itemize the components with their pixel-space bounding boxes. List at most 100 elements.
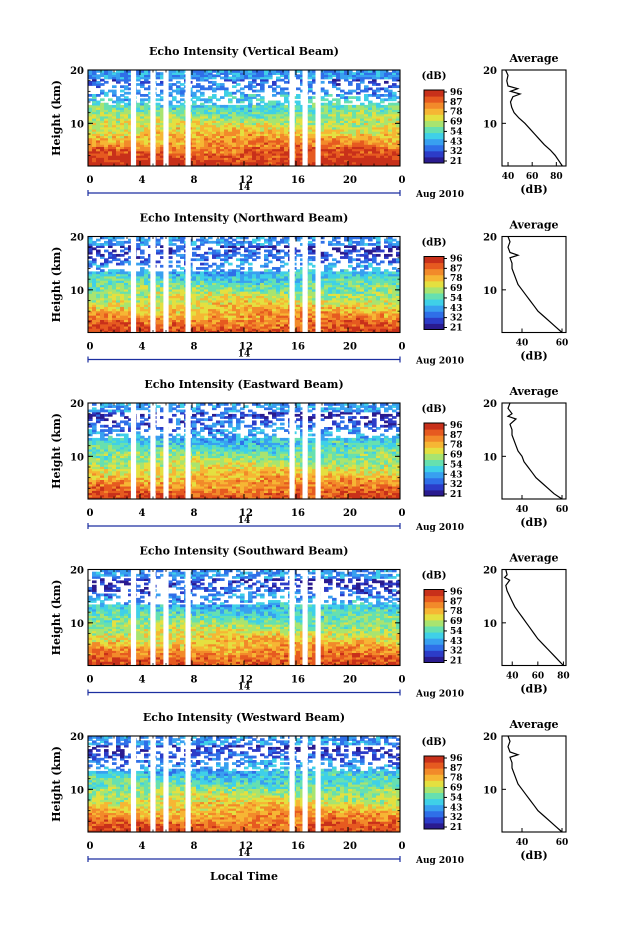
heatmap-cell <box>324 120 329 123</box>
colorbar-swatch <box>424 156 444 164</box>
heatmap-cell <box>160 122 165 126</box>
heatmap-cell <box>256 122 261 126</box>
heatmap-cell <box>256 297 261 301</box>
heatmap-cell <box>232 111 237 115</box>
heatmap-cell <box>116 144 121 147</box>
heatmap-cell <box>324 280 329 283</box>
heatmap-cell <box>376 120 381 123</box>
heatmap-cell <box>376 126 381 130</box>
heatmap-cell <box>200 126 205 130</box>
heatmap-cell <box>268 128 273 132</box>
heatmap-cell <box>380 124 385 128</box>
heatmap-cell <box>332 308 337 312</box>
heatmap-cell <box>252 277 257 281</box>
heatmap-cell <box>368 104 373 108</box>
heatmap-cell <box>380 148 385 152</box>
heatmap-cell <box>180 163 185 166</box>
heatmap-cell <box>220 133 225 137</box>
heatmap-cell <box>352 144 357 147</box>
heatmap-cell <box>372 94 377 97</box>
heatmap-cell <box>128 131 133 134</box>
heatmap-cell <box>324 139 329 143</box>
heatmap-cell <box>392 288 397 292</box>
heatmap-cell <box>216 295 221 299</box>
heatmap-cell <box>380 155 385 158</box>
heatmap-cell <box>320 293 325 297</box>
heatmap-cell <box>324 323 329 327</box>
heatmap-cell <box>256 131 261 134</box>
heatmap-cell <box>100 98 105 102</box>
heatmap-cell <box>352 122 357 126</box>
heatmap-cell <box>232 113 237 117</box>
heatmap-cell <box>228 306 233 310</box>
heatmap-cell <box>344 161 349 165</box>
heatmap-cell <box>384 150 389 154</box>
heatmap-cell <box>276 280 281 283</box>
heatmap-cell <box>300 157 305 161</box>
heatmap-cell <box>232 137 237 141</box>
heatmap-cell <box>284 133 289 137</box>
heatmap-cell <box>244 96 249 99</box>
heatmap-cell <box>280 139 285 143</box>
heatmap-cell <box>116 284 121 288</box>
heatmap-cell <box>224 137 229 141</box>
heatmap-cell <box>128 113 133 117</box>
heatmap-cell <box>320 107 325 110</box>
heatmap-cell <box>104 120 109 123</box>
heatmap-cell <box>136 128 141 132</box>
heatmap-cell <box>260 137 265 141</box>
heatmap-cell <box>324 124 329 128</box>
heatmap-cell <box>352 146 357 150</box>
heatmap-cell <box>116 150 121 154</box>
heatmap-cell <box>120 78 125 82</box>
heatmap-cell <box>192 120 197 123</box>
heatmap-cell <box>92 301 97 305</box>
heatmap-cell <box>276 310 281 314</box>
heatmap-cell <box>92 315 97 318</box>
heatmap-cell <box>276 308 281 312</box>
heatmap-cell <box>244 312 249 316</box>
heatmap-cell <box>260 133 265 137</box>
heatmap-cell <box>220 137 225 141</box>
heatmap-cell <box>260 142 265 145</box>
heatmap-cell <box>180 306 185 310</box>
heatmap-cell <box>344 120 349 123</box>
heatmap-cell <box>88 317 93 321</box>
heatmap-cell <box>216 120 221 123</box>
heatmap-cell <box>340 148 345 152</box>
heatmap-cell <box>212 148 217 152</box>
heatmap-cell <box>116 304 121 307</box>
heatmap-cell <box>224 150 229 154</box>
heatmap-cell <box>176 277 181 281</box>
heatmap-cell <box>356 308 361 312</box>
heatmap-cell <box>328 330 333 333</box>
heatmap-cell <box>88 297 93 301</box>
heatmap-cell <box>240 76 245 80</box>
heatmap-cell <box>352 161 357 165</box>
heatmap-cell <box>260 321 265 325</box>
heatmap-cell <box>276 325 281 329</box>
heatmap-cell <box>348 157 353 161</box>
heatmap-cell <box>340 280 345 283</box>
heatmap-cell <box>244 124 249 128</box>
heatmap-cell <box>220 128 225 132</box>
heatmap-cell <box>396 317 400 321</box>
heatmap-cell <box>260 323 265 327</box>
heatmap-cell <box>328 304 333 307</box>
heatmap-cell <box>200 319 205 323</box>
heatmap-cell <box>100 115 105 119</box>
heatmap-cell <box>172 288 177 292</box>
heatmap-cell <box>384 133 389 137</box>
heatmap-cell <box>364 295 369 299</box>
heatmap-cell <box>216 297 221 301</box>
heatmap-cell <box>100 139 105 143</box>
heatmap-cell <box>136 111 141 115</box>
heatmap-cell <box>296 286 301 290</box>
heatmap-cell <box>236 161 241 165</box>
heatmap-cell <box>384 319 389 323</box>
heatmap-cell <box>192 328 197 331</box>
heatmap-cell <box>372 301 377 305</box>
heatmap-cell <box>308 83 313 86</box>
heatmap-cell <box>224 135 229 139</box>
heatmap-cell <box>324 319 329 323</box>
